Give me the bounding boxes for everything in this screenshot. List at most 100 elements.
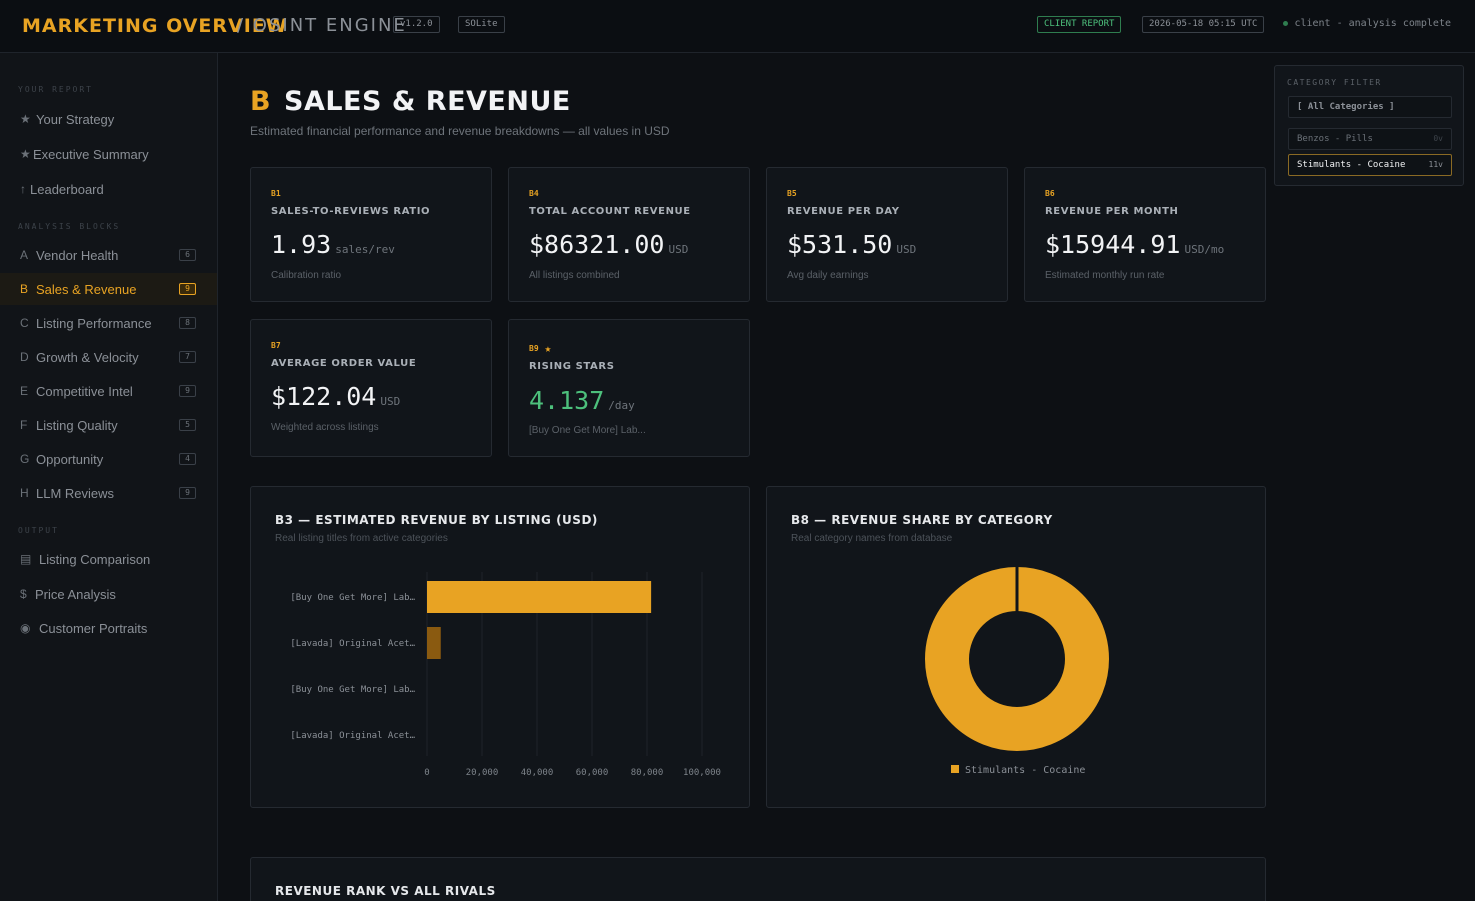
sidebar-item-llm-reviews[interactable]: H LLM Reviews 9 bbox=[0, 477, 217, 509]
metric-card-b5: B5 REVENUE PER DAY $531.50 USD Avg daily … bbox=[766, 167, 1008, 302]
sidebar-section-analysis-blocks: ANALYSIS BLOCKS bbox=[18, 222, 121, 231]
block-key: A bbox=[20, 248, 29, 262]
metric-value: 4.137/day bbox=[529, 386, 635, 415]
sidebar-item-label: Listing Quality bbox=[36, 417, 118, 433]
sidebar-item-label: Listing Performance bbox=[36, 315, 152, 331]
metric-note: Weighted across listings bbox=[271, 422, 379, 433]
block-key: B bbox=[20, 282, 29, 296]
sidebar-item-your-strategy[interactable]: ★ Your Strategy bbox=[0, 103, 217, 135]
section-letter: B bbox=[250, 86, 271, 117]
sidebar-item-leaderboard[interactable]: ↑ Leaderboard bbox=[0, 173, 217, 205]
metric-note: All listings combined bbox=[529, 270, 620, 281]
metric-value: 1.93 sales/rev bbox=[271, 230, 395, 259]
x-tick-label: 80,000 bbox=[631, 768, 664, 778]
page-title: SALES & REVENUE bbox=[284, 86, 571, 117]
revenue-share-panel: B8 — REVENUE SHARE BY CATEGORY Real cate… bbox=[766, 486, 1266, 808]
y-category-label: [Buy One Get More] Lab… bbox=[290, 593, 415, 603]
x-tick-label: 0 bbox=[424, 768, 429, 778]
block-key: C bbox=[20, 316, 29, 330]
sidebar-item-competitive-intel[interactable]: E Competitive Intel 9 bbox=[0, 375, 217, 407]
metric-unit: USD bbox=[380, 395, 401, 408]
block-key: F bbox=[20, 418, 28, 432]
sidebar-item-listing-comparison[interactable]: ▤ Listing Comparison bbox=[0, 543, 217, 575]
client-report-badge: CLIENT REPORT bbox=[1037, 16, 1122, 33]
sidebar-item-label: Opportunity bbox=[36, 451, 104, 467]
count-badge: 9 bbox=[179, 283, 196, 295]
dollar-icon: $ bbox=[20, 587, 27, 601]
status-indicator: client - analysis complete bbox=[1283, 18, 1451, 29]
sidebar-item-label: Customer Portraits bbox=[39, 620, 148, 636]
sidebar-item-label: LLM Reviews bbox=[36, 485, 115, 501]
count-badge: 5 bbox=[179, 419, 196, 431]
block-key: H bbox=[20, 486, 29, 500]
sidebar: YOUR REPORT ★ Your Strategy ★ Executive Su… bbox=[0, 53, 218, 901]
panel-title: B8 — REVENUE SHARE BY CATEGORY bbox=[791, 513, 1053, 527]
metric-unit: USD bbox=[668, 243, 689, 256]
filter-option-count: 0v bbox=[1433, 134, 1443, 143]
filter-option-stimulants-cocaine[interactable]: Stimulants - Cocaine 11v bbox=[1288, 154, 1452, 176]
sidebar-item-label: Leaderboard bbox=[30, 181, 104, 197]
sidebar-item-growth-velocity[interactable]: D Growth & Velocity 7 bbox=[0, 341, 217, 373]
metric-unit: USD/mo bbox=[1184, 243, 1225, 256]
app-title: MARKETING OVERVIEW bbox=[22, 15, 288, 37]
sidebar-item-label: Your Strategy bbox=[36, 111, 115, 127]
x-tick-label: 100,000 bbox=[683, 768, 721, 778]
page-subtitle: Estimated financial performance and reve… bbox=[250, 124, 670, 138]
sidebar-item-price-analysis[interactable]: $ Price Analysis bbox=[0, 578, 217, 610]
metric-unit: sales/rev bbox=[335, 243, 395, 256]
sidebar-item-opportunity[interactable]: G Opportunity 4 bbox=[0, 443, 217, 475]
metric-value: $122.04 USD bbox=[271, 382, 400, 411]
metric-card-b6: B6 REVENUE PER MONTH $15944.91 USD/mo Est… bbox=[1024, 167, 1266, 302]
metric-number: $531.50 bbox=[787, 230, 893, 259]
filter-option-label: Benzos - Pills bbox=[1297, 134, 1373, 144]
star-icon: ★ bbox=[544, 342, 552, 355]
sidebar-item-executive-summary[interactable]: ★ Executive Summary bbox=[0, 138, 217, 170]
count-badge: 8 bbox=[179, 317, 196, 329]
y-category-label: [Buy One Get More] Lab… bbox=[290, 685, 415, 695]
top-bar: MARKETING OVERVIEW / OSINT ENGINE v1.2.0… bbox=[0, 0, 1475, 53]
metric-unit: /day bbox=[608, 399, 635, 412]
revenue-donut-chart: Stimulants - Cocaine bbox=[925, 566, 1109, 776]
count-badge: 9 bbox=[179, 385, 196, 397]
metric-card-b4: B4 TOTAL ACCOUNT REVENUE $86321.00 USD Al… bbox=[508, 167, 750, 302]
target-icon: ◉ bbox=[20, 621, 31, 635]
block-key: D bbox=[20, 350, 29, 364]
metric-label: RISING STARS bbox=[529, 361, 615, 372]
revenue-bar bbox=[427, 627, 441, 659]
sidebar-item-customer-portraits[interactable]: ◉ Customer Portraits bbox=[0, 612, 217, 644]
sidebar-item-listing-quality[interactable]: F Listing Quality 5 bbox=[0, 409, 217, 441]
y-category-label: [Lavada] Original Acet… bbox=[290, 731, 415, 741]
metric-number: $15944.91 bbox=[1045, 230, 1181, 259]
legend-label: Stimulants - Cocaine bbox=[965, 765, 1085, 776]
count-badge: 9 bbox=[179, 487, 196, 499]
revenue-bar-chart: 0 20,000 40,000 60,000 80,000 100,000 [Buy One… bbox=[290, 572, 721, 778]
star-icon: ★ bbox=[20, 112, 31, 126]
metric-note: Calibration ratio bbox=[271, 270, 342, 281]
metric-id-text: B9 bbox=[529, 344, 539, 353]
sidebar-item-sales-revenue[interactable]: B Sales & Revenue 9 bbox=[0, 273, 217, 305]
category-filter: CATEGORY FILTER [ All Categories ] Benzo… bbox=[1274, 65, 1464, 186]
filter-option-label: Stimulants - Cocaine bbox=[1297, 160, 1406, 170]
metric-unit: USD bbox=[896, 243, 917, 256]
metric-id: B5 bbox=[787, 189, 797, 198]
revenue-bar bbox=[427, 581, 652, 613]
block-key: E bbox=[20, 384, 29, 398]
sidebar-item-label: Competitive Intel bbox=[36, 383, 133, 399]
metric-value: $86321.00 USD bbox=[529, 230, 688, 259]
filter-all-categories[interactable]: [ All Categories ] bbox=[1288, 96, 1452, 118]
metric-label: AVERAGE ORDER VALUE bbox=[271, 358, 417, 369]
metric-number: 1.93 bbox=[271, 230, 332, 259]
sidebar-item-label: Vendor Health bbox=[36, 247, 119, 263]
filter-title: CATEGORY FILTER bbox=[1287, 78, 1382, 87]
metric-card-b9: B9 ★ RISING STARS 4.137/day [Buy One Get … bbox=[508, 319, 750, 457]
sidebar-item-listing-performance[interactable]: C Listing Performance 8 bbox=[0, 307, 217, 339]
filter-option-benzos-pills[interactable]: Benzos - Pills 0v bbox=[1288, 128, 1452, 150]
sidebar-item-vendor-health[interactable]: A Vendor Health 6 bbox=[0, 239, 217, 271]
metric-note: Estimated monthly run rate bbox=[1045, 270, 1165, 281]
metric-label: REVENUE PER DAY bbox=[787, 206, 900, 217]
sidebar-item-label: Listing Comparison bbox=[39, 551, 151, 567]
metric-note: [Buy One Get More] Lab... bbox=[529, 425, 646, 436]
panel-subtitle: Real category names from database bbox=[791, 533, 953, 544]
timestamp-badge: 2026-05-18 05:15 UTC bbox=[1142, 16, 1265, 33]
panel-subtitle: Real listing titles from active categori… bbox=[275, 533, 448, 544]
